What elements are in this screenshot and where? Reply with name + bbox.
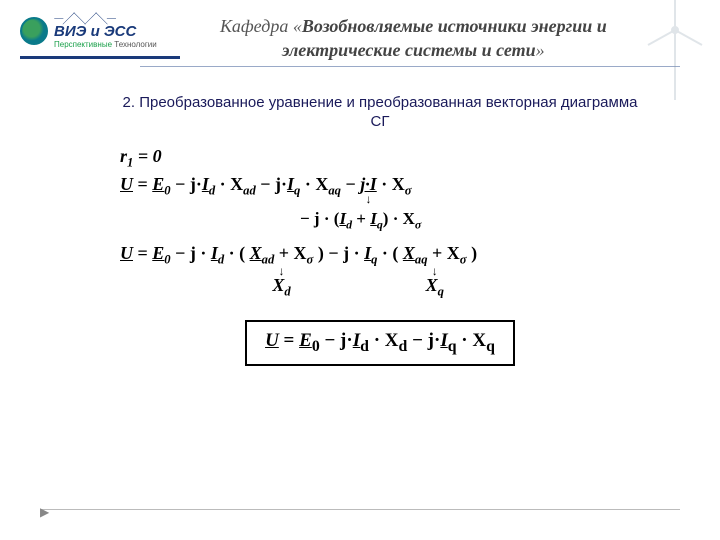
boxed-equation: U = E0 − j·Id · Xd − j·Iq · Xq [245,320,515,366]
eq-line2: U = E0 − j·Id · Xad − j·Iq · Xaq − j·I↓ … [120,174,640,205]
logo-main: ВИЭ и ЭСС [54,24,157,39]
eq-line3: − j · (Id + Iq) · Xσ [120,209,640,232]
boxed-equation-wrap: U = E0 − j·Id · Xd − j·Iq · Xq [120,304,640,366]
wind-turbine-icon [640,0,710,100]
section-title: 2. Преобразованное уравнение и преобразо… [120,93,640,132]
slide-header: ⏤╱╲╱╲⏤ ВИЭ и ЭСС Перспективные Технологи… [0,0,720,63]
logo-text: ⏤╱╲╱╲⏤ ВИЭ и ЭСС Перспективные Технологи… [54,12,157,49]
swirl-icon [20,17,48,45]
logo-sub: Перспективные Технологии [54,41,157,49]
header-rule-thick [20,56,180,59]
eq-line4: U = E0 − j · Id · ( Xad + Xσ↓Xd ) − j · … [120,243,640,300]
department-title: Кафедра «Возобновляемые источники энерги… [157,8,700,63]
logo: ⏤╱╲╱╲⏤ ВИЭ и ЭСС Перспективные Технологи… [20,8,157,49]
footer-rule [40,509,680,510]
slide-content: 2. Преобразованное уравнение и преобразо… [0,63,720,366]
footer-marker-icon: ▶ [40,505,49,520]
header-rule-thin [140,66,680,67]
eq-r1: r1 = 0 [120,146,640,171]
